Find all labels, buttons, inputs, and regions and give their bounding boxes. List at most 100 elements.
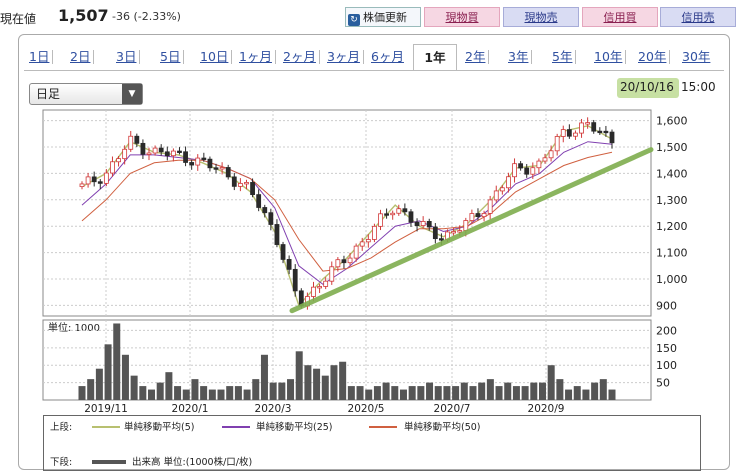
- candle-body: [402, 208, 408, 213]
- interval-select[interactable]: 日足 ▼: [29, 83, 143, 105]
- margin-sell-button[interactable]: 信用売: [660, 7, 736, 27]
- candle-body: [152, 147, 158, 154]
- volume-bar: [460, 382, 468, 400]
- volume-bar: [486, 379, 494, 400]
- candle-body: [146, 152, 152, 155]
- candle-body: [262, 207, 268, 214]
- volume-bar: [182, 389, 190, 400]
- volume-bar: [217, 389, 225, 400]
- candle-body: [140, 142, 146, 155]
- candle-body: [432, 226, 438, 240]
- volume-bar: [521, 386, 529, 400]
- candle-body: [414, 221, 420, 226]
- candle-body: [378, 213, 383, 227]
- tab-2m[interactable]: 2ヶ月: [283, 44, 320, 70]
- volume-y-tick: 200: [656, 324, 677, 337]
- margin-buy-button[interactable]: 信用買: [582, 7, 658, 27]
- volume-bar: [443, 386, 451, 400]
- volume-bar: [408, 386, 416, 400]
- candle-body: [475, 213, 481, 218]
- candle-body: [286, 259, 292, 270]
- candle-body: [213, 167, 219, 170]
- volume-bar: [399, 389, 407, 400]
- x-tick-label: 2020/5: [348, 403, 385, 415]
- tab-underline: [24, 70, 724, 71]
- volume-bar: [573, 386, 581, 400]
- price-change: -36 (-2.33%): [112, 10, 181, 23]
- candle-body: [390, 212, 396, 216]
- volume-bar: [452, 386, 460, 400]
- volume-bar: [434, 386, 442, 400]
- tab-30y[interactable]: 30年: [682, 49, 711, 64]
- volume-bar: [417, 386, 425, 400]
- candle-body: [116, 158, 121, 163]
- volume-bar: [426, 382, 434, 400]
- candle-body: [280, 244, 286, 260]
- spot-sell-button[interactable]: 現物売: [503, 7, 579, 27]
- volume-bar: [547, 365, 555, 400]
- candle-body: [323, 280, 329, 287]
- candle-body: [201, 157, 207, 160]
- candle-body: [481, 213, 487, 218]
- volume-bar: [321, 375, 329, 400]
- price-y-tick: 1,200: [656, 220, 688, 233]
- volume-bar: [347, 386, 355, 400]
- quote-header: 現在値 1,507 -36 (-2.33%) ↻ 株価更新 現物買 現物売 信用買…: [0, 0, 736, 36]
- tab-3m[interactable]: 3ヶ月: [327, 44, 364, 70]
- spot-buy-button[interactable]: 現物買: [424, 7, 500, 27]
- period-tabs: 1日 2日 3日 5日 10日 1ヶ月 2ヶ月 3ヶ月 6ヶ月 1年 2年 3年…: [24, 44, 724, 72]
- candle-body: [85, 176, 91, 185]
- chart-panel: [18, 34, 730, 470]
- candle-body: [396, 208, 402, 214]
- volume-y-tick: 100: [656, 359, 677, 372]
- candle-body: [439, 238, 444, 241]
- x-tick-label: 2020/7: [434, 403, 471, 415]
- volume-bar: [226, 386, 234, 400]
- candle-body: [372, 225, 377, 240]
- candle-body: [317, 286, 322, 289]
- price-value: 1,507: [58, 6, 109, 25]
- candle-body: [408, 211, 414, 223]
- candle-body: [506, 176, 511, 189]
- volume-bar: [478, 382, 486, 400]
- candle-body: [359, 241, 365, 247]
- volume-bar: [174, 386, 182, 400]
- volume-bar: [530, 382, 538, 400]
- candle-body: [499, 187, 505, 192]
- price-label: 現在値: [0, 12, 37, 26]
- tab-10d[interactable]: 10日: [200, 44, 233, 70]
- candle-body: [426, 221, 432, 228]
- tab-20y[interactable]: 20年: [638, 44, 671, 70]
- volume-bar: [591, 382, 599, 400]
- candle-body: [134, 135, 140, 144]
- tab-1y[interactable]: 1年: [413, 44, 457, 71]
- refresh-price-button[interactable]: ↻ 株価更新: [345, 7, 421, 27]
- candle-body: [579, 122, 584, 134]
- volume-bar: [330, 365, 338, 400]
- price-y-tick: 1,300: [656, 194, 688, 207]
- volume-bar: [269, 382, 277, 400]
- candle-body: [183, 151, 188, 163]
- tab-1m[interactable]: 1ヶ月: [239, 44, 276, 70]
- candle-body: [237, 183, 243, 187]
- ma50-line: [81, 151, 613, 272]
- tab-10y[interactable]: 10年: [594, 44, 627, 70]
- candle-body: [170, 150, 176, 157]
- refresh-label: 株価更新: [363, 11, 407, 24]
- candle-body: [536, 160, 542, 169]
- volume-y-tick: 150: [656, 342, 677, 355]
- candle-body: [365, 239, 371, 243]
- volume-bar: [565, 389, 573, 400]
- volume-bar: [87, 379, 95, 400]
- volume-bar: [148, 389, 156, 400]
- candle-body: [542, 157, 548, 162]
- candle-body: [91, 176, 97, 183]
- refresh-icon: ↻: [348, 14, 360, 26]
- volume-bar: [139, 386, 147, 400]
- price-y-tick: 900: [656, 299, 677, 312]
- candle-body: [487, 199, 493, 214]
- tab-6m[interactable]: 6ヶ月: [371, 49, 404, 64]
- candle-body: [244, 182, 249, 185]
- volume-bar: [252, 379, 260, 400]
- legend-ma50-line: [369, 426, 397, 428]
